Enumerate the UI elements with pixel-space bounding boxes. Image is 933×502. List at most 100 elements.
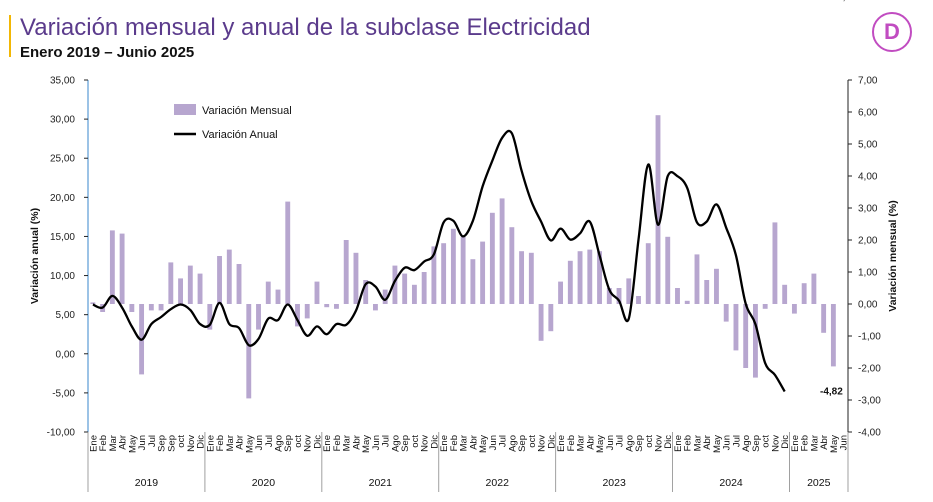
- month-tick-label: Ene: [439, 435, 450, 452]
- bar-monthly: [830, 304, 836, 367]
- month-tick-label: Feb: [98, 435, 109, 451]
- bar-monthly: [577, 251, 583, 304]
- left-tick-label: 35,00: [50, 76, 75, 87]
- month-tick-label: Abr: [585, 435, 596, 450]
- right-tick-label: 0,00: [858, 300, 878, 311]
- right-tick-label: 4,00: [858, 172, 878, 183]
- month-tick-label: Ene: [790, 435, 801, 452]
- bar-monthly: [645, 243, 651, 304]
- bar-monthly: [382, 289, 388, 304]
- right-tick-label: -3,00: [858, 396, 881, 407]
- year-label: 2022: [486, 477, 510, 489]
- bar-monthly: [343, 240, 349, 304]
- month-tick-label: Ene: [88, 435, 99, 452]
- month-tick-label: Ene: [322, 435, 333, 452]
- month-tick-label: Nov: [770, 435, 781, 452]
- bar-monthly: [353, 252, 359, 304]
- month-tick-label: Dic: [546, 435, 557, 449]
- month-tick-label: Sep: [157, 435, 168, 452]
- month-tick-label: Jul: [264, 435, 275, 447]
- left-tick-label: 25,00: [50, 154, 75, 165]
- right-tick-label: 7,00: [858, 76, 878, 87]
- month-tick-label: Abr: [702, 435, 713, 450]
- bar-monthly: [528, 252, 534, 304]
- month-tick-label: Sep: [634, 435, 645, 452]
- month-tick-label: Mar: [459, 435, 470, 451]
- month-tick-label: oct: [644, 435, 655, 448]
- bar-monthly: [567, 260, 573, 304]
- bar-monthly: [324, 304, 330, 308]
- bar-monthly: [373, 304, 378, 311]
- bar-monthly: [119, 233, 125, 304]
- month-tick-label: Jun: [371, 435, 382, 450]
- bar-monthly: [392, 265, 398, 304]
- bar-monthly: [168, 262, 174, 304]
- bar-monthly: [538, 304, 544, 341]
- left-tick-label: 5,00: [56, 310, 76, 321]
- month-tick-label: Abr: [819, 435, 830, 450]
- bar-monthly: [616, 288, 622, 304]
- bar-monthly: [411, 284, 417, 304]
- month-tick-label: Abr: [118, 435, 129, 450]
- bar-monthly: [158, 304, 164, 311]
- month-tick-label: Feb: [566, 435, 577, 451]
- month-tick-label: Jun: [722, 435, 733, 450]
- right-tick-label: -4,00: [858, 428, 881, 439]
- month-tick-label: Jul: [615, 435, 626, 447]
- month-tick-label: Feb: [332, 435, 343, 451]
- logo-letter: D: [884, 19, 900, 44]
- month-tick-label: Jun: [839, 435, 850, 450]
- month-tick-label: Ago: [274, 435, 285, 452]
- month-tick-label: Jul: [381, 435, 392, 447]
- month-tick-label: Feb: [449, 435, 460, 451]
- month-tick-label: May: [478, 435, 489, 453]
- month-tick-label: oct: [176, 435, 187, 448]
- line-annual: [92, 129, 786, 393]
- month-tick-label: Ene: [556, 435, 567, 452]
- chart-title: Variación mensual y anual de la subclase…: [20, 14, 591, 41]
- year-label: 2020: [252, 477, 276, 489]
- bar-monthly: [684, 300, 690, 304]
- month-tick-label: Mar: [108, 435, 119, 451]
- year-label: 2021: [369, 477, 393, 489]
- month-tick-label: Dic: [429, 435, 440, 449]
- month-tick-label: Abr: [351, 435, 362, 450]
- bar-monthly: [821, 304, 827, 333]
- bar-monthly: [295, 304, 300, 327]
- bar-monthly: [187, 265, 193, 304]
- month-tick-label: Ene: [205, 435, 216, 452]
- annotation-monthly-last: -1,95: [834, 0, 857, 3]
- legend-swatch-monthly: [174, 104, 196, 115]
- bar-monthly: [470, 259, 476, 304]
- left-tick-label: -5,00: [52, 388, 75, 399]
- month-tick-label: Mar: [342, 435, 353, 451]
- month-tick-label: Sep: [517, 435, 528, 452]
- month-tick-label: Feb: [683, 435, 694, 451]
- month-tick-label: Abr: [468, 435, 479, 450]
- bar-monthly: [548, 304, 554, 332]
- bar-monthly: [431, 246, 437, 304]
- bar-monthly: [587, 249, 593, 304]
- bar-monthly: [606, 288, 612, 304]
- year-label: 2024: [719, 477, 743, 489]
- month-tick-label: Dic: [663, 435, 674, 449]
- bar-monthly: [217, 256, 222, 304]
- bar-monthly: [363, 280, 369, 304]
- right-tick-label: 5,00: [858, 140, 878, 151]
- bar-monthly: [791, 304, 797, 314]
- month-tick-label: Nov: [303, 435, 314, 452]
- month-tick-label: May: [712, 435, 723, 453]
- right-tick-label: -2,00: [858, 364, 881, 375]
- month-tick-label: oct: [527, 435, 538, 448]
- right-tick-label: 2,00: [858, 236, 878, 247]
- bar-monthly: [148, 304, 154, 311]
- legend-label-monthly: Variación Mensual: [202, 105, 292, 117]
- month-tick-label: May: [127, 435, 138, 453]
- month-tick-label: May: [829, 435, 840, 453]
- right-tick-label: 6,00: [858, 108, 878, 119]
- bar-monthly: [714, 268, 719, 304]
- bar-monthly: [226, 249, 232, 304]
- month-tick-label: May: [244, 435, 255, 453]
- right-tick-label: -1,00: [858, 332, 881, 343]
